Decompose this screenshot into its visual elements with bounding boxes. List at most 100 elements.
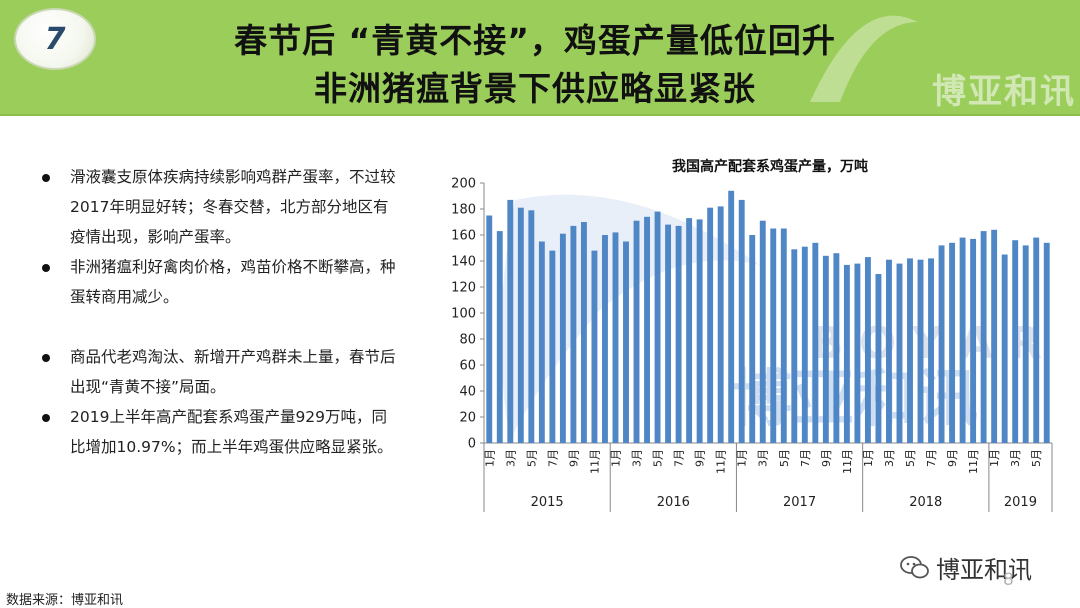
x-tick-label: 1月 <box>609 449 622 467</box>
y-tick-label: 160 <box>451 229 476 244</box>
header-banner: 7 春节后 “青黄不接”，鸡蛋产量低位回升 非洲猪瘟背景下供应略显紧张 博亚和讯 <box>0 0 1080 116</box>
bullet-item: 商品代老鸡淘汰、新增开产鸡群未上量，春节后出现“青黄不接”局面。 <box>38 342 398 402</box>
bar <box>738 199 745 443</box>
bar <box>749 235 756 443</box>
x-tick-label: 7月 <box>799 449 812 467</box>
bullet-item: 滑液囊支原体疾病持续影响鸡群产蛋率，不过较2017年明显好转；冬春交替，北方部分… <box>38 162 398 252</box>
x-tick-label: 9月 <box>820 449 833 467</box>
bar <box>665 224 672 443</box>
header-brand-watermark: 博亚和讯 <box>932 72 1076 112</box>
bar <box>686 218 693 443</box>
year-label: 2016 <box>657 495 690 510</box>
bar <box>633 220 640 443</box>
bar <box>728 190 735 443</box>
y-tick-label: 140 <box>451 255 476 270</box>
bar <box>654 211 661 443</box>
x-tick-label: 11月 <box>967 449 980 474</box>
bar <box>696 219 703 443</box>
x-tick-label: 7月 <box>546 449 559 467</box>
bar <box>1033 237 1040 443</box>
page-title-line1: 春节后 “青黄不接”，鸡蛋产量低位回升 <box>234 21 836 60</box>
x-tick-label: 1月 <box>483 449 496 467</box>
y-tick-label: 80 <box>459 333 476 348</box>
x-tick-label: 11月 <box>715 449 728 474</box>
bar <box>591 250 598 443</box>
bar <box>780 228 787 443</box>
bar <box>1022 245 1029 443</box>
year-label: 2019 <box>1004 495 1037 510</box>
bar <box>875 274 882 443</box>
bar <box>538 241 545 443</box>
bar <box>959 237 966 443</box>
x-tick-label: 3月 <box>504 449 517 467</box>
x-tick-label: 7月 <box>925 449 938 467</box>
bar <box>717 206 724 443</box>
bar <box>980 231 987 443</box>
bar <box>812 242 819 443</box>
data-source-note: 数据来源：博亚和讯 <box>6 593 124 608</box>
year-label: 2017 <box>783 495 816 510</box>
bullet-text: 2019上半年高产配套系鸡蛋产量929万吨，同比增加10.97%；而上半年鸡蛋供… <box>70 408 393 456</box>
bar <box>791 249 798 443</box>
y-tick-label: 20 <box>459 411 476 426</box>
x-tick-label: 3月 <box>757 449 770 467</box>
x-tick-label: 11月 <box>841 449 854 474</box>
x-tick-label: 7月 <box>673 449 686 467</box>
bullet-text: 商品代老鸡淘汰、新增开产鸡群未上量，春节后出现“青黄不接”局面。 <box>70 348 396 396</box>
x-tick-label: 11月 <box>588 449 601 474</box>
x-tick-label: 9月 <box>946 449 959 467</box>
bar <box>991 229 998 443</box>
x-tick-label: 1月 <box>736 449 749 467</box>
bar <box>517 207 524 443</box>
y-tick-label: 60 <box>459 359 476 374</box>
brand-swoosh-icon <box>810 15 918 102</box>
bar <box>507 199 514 443</box>
x-tick-label: 5月 <box>652 449 665 467</box>
wechat-icon <box>900 555 929 578</box>
bar <box>486 215 493 443</box>
bar <box>886 259 892 443</box>
bar <box>549 250 556 443</box>
chart-title: 我国高产配套系鸡蛋产量，万吨 <box>672 159 868 175</box>
x-tick-label: 5月 <box>1030 449 1043 467</box>
bar <box>928 258 934 443</box>
bullet-dot-icon <box>42 264 50 272</box>
wechat-account-name: 博亚和讯 <box>936 556 1032 584</box>
bar <box>843 264 850 443</box>
year-label: 2018 <box>909 495 942 510</box>
y-tick-label: 180 <box>451 203 476 218</box>
x-tick-label: 5月 <box>904 449 917 467</box>
bar <box>938 245 945 443</box>
y-tick-label: 200 <box>451 177 476 192</box>
bar <box>1012 240 1019 443</box>
y-tick-label: 40 <box>459 385 476 400</box>
bullet-dot-icon <box>42 414 50 422</box>
bar <box>570 225 577 443</box>
bullet-dot-icon <box>42 174 50 182</box>
y-tick-label: 0 <box>468 437 476 452</box>
x-tick-label: 3月 <box>883 449 896 467</box>
bar <box>612 232 619 443</box>
bar <box>822 255 829 443</box>
bar <box>602 235 608 443</box>
bar <box>528 210 535 443</box>
bullet-item: 非洲猪瘟利好禽肉价格，鸡苗价格不断攀高，种蛋转商用减少。 <box>38 252 398 312</box>
bar <box>580 222 587 443</box>
bullet-text: 滑液囊支原体疾病持续影响鸡群产蛋率，不过较2017年明显好转；冬春交替，北方部分… <box>70 168 396 246</box>
x-tick-label: 3月 <box>1009 449 1022 467</box>
bar <box>1001 254 1008 443</box>
page-title-line2: 非洲猪瘟背景下供应略显紧张 <box>314 69 756 108</box>
bar <box>970 238 977 443</box>
x-tick-label: 1月 <box>862 449 875 467</box>
bar <box>833 253 840 443</box>
section-number-badge: 7 <box>14 8 96 70</box>
bullet-list: 滑液囊支原体疾病持续影响鸡群产蛋率，不过较2017年明显好转；冬春交替，北方部分… <box>38 162 398 462</box>
bar <box>854 263 861 443</box>
bar <box>1043 242 1050 443</box>
x-tick-label: 3月 <box>631 449 644 467</box>
bar <box>770 228 777 443</box>
bar <box>896 263 903 443</box>
bar <box>907 258 913 443</box>
bar <box>864 257 871 443</box>
wechat-account-tag: 博亚和讯 <box>900 550 1032 585</box>
